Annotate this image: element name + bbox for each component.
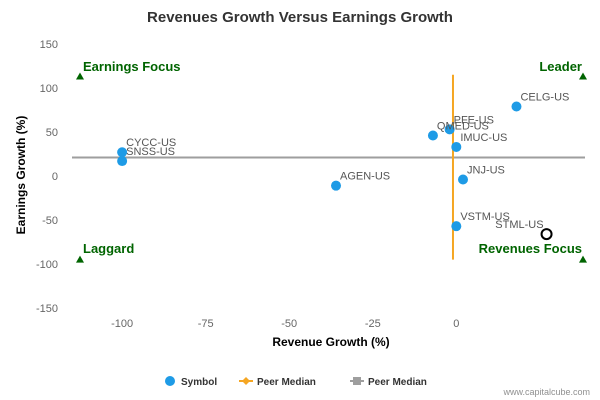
legend-label: Symbol	[181, 377, 217, 388]
point-agen-us[interactable]	[331, 180, 342, 191]
point-label-agen-us: AGEN-US	[340, 171, 390, 183]
y-tick-label: 0	[52, 171, 58, 183]
point-label-stml-us: STML-US	[495, 219, 543, 231]
y-axis-title: Earnings Growth (%)	[14, 116, 28, 235]
quadrant-marker-top-right	[579, 72, 587, 80]
chart-title: Revenues Growth Versus Earnings Growth	[147, 9, 453, 26]
y-tick-label: -150	[36, 303, 58, 315]
point-label-vstm-us: VSTM-US	[460, 211, 510, 223]
point-label-snss-us: SNSS-US	[126, 146, 175, 158]
quadrant-label-revenues-focus: Revenues Focus	[479, 241, 582, 256]
quadrant-marker-bottom-left	[76, 255, 84, 263]
quadrant-marker-bottom-right	[579, 255, 587, 263]
point-pfe-us[interactable]	[444, 124, 455, 135]
x-tick-label: -25	[365, 318, 381, 330]
point-label-cycc-us: CYCC-US	[126, 137, 176, 149]
legend-item-2[interactable]: Peer Median	[239, 377, 316, 388]
x-tick-label: -75	[198, 318, 214, 330]
y-tick-label: -100	[36, 259, 58, 271]
legend-item-1[interactable]: Symbol	[165, 376, 217, 388]
x-tick-label: -100	[111, 318, 133, 330]
point-label-celg-us: CELG-US	[520, 91, 569, 103]
point-qmed-us[interactable]	[427, 130, 438, 141]
point-label-imuc-us: IMUC-US	[460, 132, 507, 144]
point-stml-us[interactable]	[540, 228, 553, 241]
x-tick-label: -50	[281, 318, 297, 330]
y-tick-label: 150	[40, 39, 58, 51]
y-tick-label: -50	[42, 215, 58, 227]
x-axis-title: Revenue Growth (%)	[272, 335, 389, 349]
legend: Symbol Peer Median Peer Median	[165, 376, 427, 388]
point-cycc-us[interactable]	[117, 147, 128, 158]
y-tick-label: 100	[40, 83, 58, 95]
y-tick-label: 50	[46, 127, 58, 139]
quadrant-label-earnings-focus: Earnings Focus	[83, 59, 181, 74]
legend-diamond-marker	[242, 377, 250, 385]
legend-square-marker	[353, 377, 361, 385]
point-celg-us[interactable]	[511, 101, 522, 112]
point-label-pfe-us: PFE-US	[454, 114, 494, 126]
legend-item-3[interactable]: Peer Median	[350, 377, 427, 388]
quadrant-label-laggard: Laggard	[83, 241, 134, 256]
point-vstm-us[interactable]	[451, 221, 462, 232]
credit-text: www.capitalcube.com	[502, 387, 590, 397]
point-label-qmed-us: QMED-US	[437, 121, 489, 133]
quadrant-marker-top-left	[76, 72, 84, 80]
quadrant-label-leader: Leader	[539, 59, 582, 74]
point-snss-us[interactable]	[117, 156, 128, 167]
x-tick-label: 0	[453, 318, 459, 330]
point-jnj-us[interactable]	[458, 174, 469, 185]
legend-label: Peer Median	[257, 377, 316, 388]
point-label-jnj-us: JNJ-US	[467, 165, 505, 177]
point-imuc-us[interactable]	[451, 141, 462, 152]
legend-label: Peer Median	[368, 377, 427, 388]
legend-circle-marker	[165, 376, 175, 386]
